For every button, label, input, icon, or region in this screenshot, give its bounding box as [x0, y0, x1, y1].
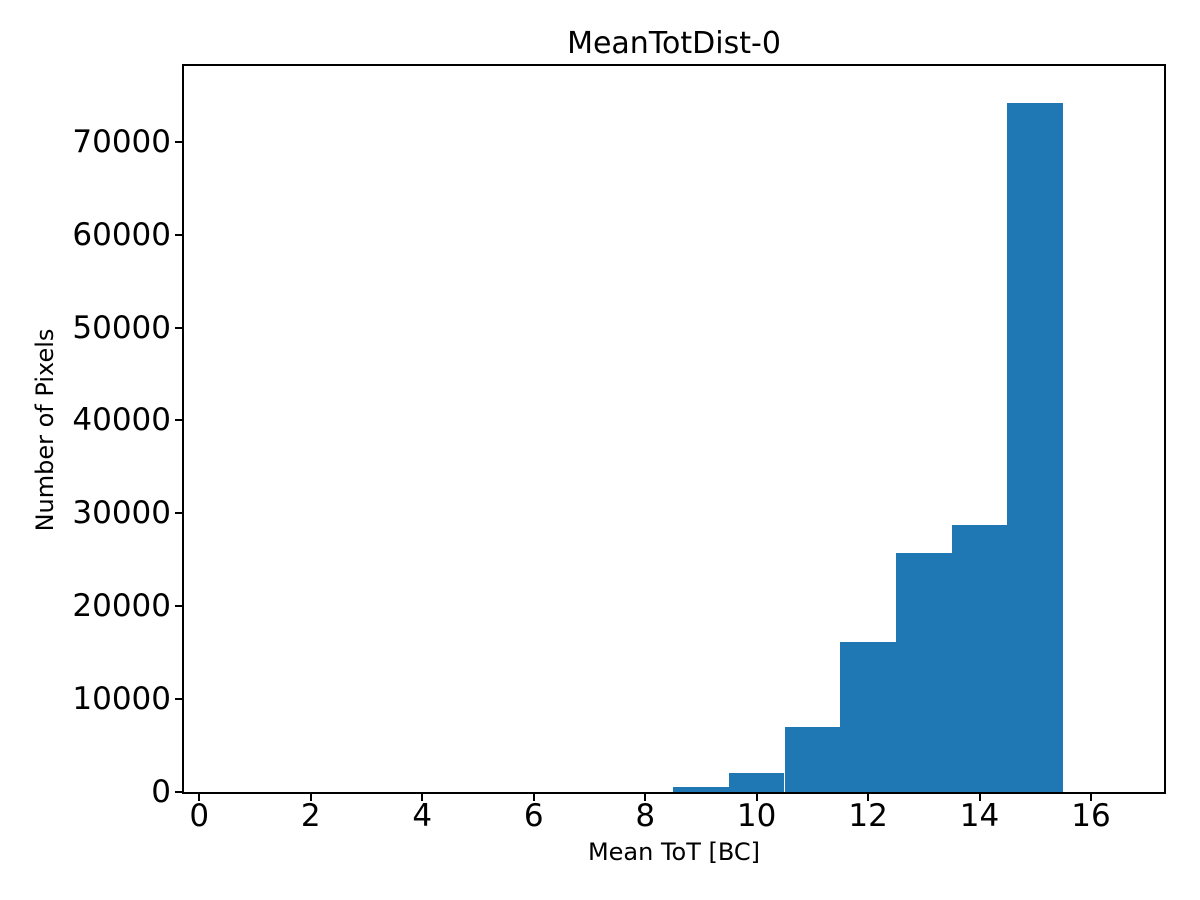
x-tick-mark: [978, 794, 981, 801]
y-tick-mark: [175, 233, 182, 236]
x-tick-mark: [755, 794, 758, 801]
histogram-bar: [1007, 102, 1064, 792]
x-tick-mark: [532, 794, 535, 801]
y-tick-label: 50000: [72, 309, 171, 346]
histogram-bar: [784, 727, 841, 792]
x-tick-label: 8: [635, 798, 656, 834]
x-tick-label: 4: [412, 798, 433, 834]
x-tick-label: 6: [523, 798, 544, 834]
y-tick-label: 10000: [72, 681, 171, 718]
y-tick-label: 20000: [72, 588, 171, 625]
y-tick-mark: [175, 140, 182, 143]
x-tick-mark: [198, 794, 201, 801]
y-tick-label: 40000: [72, 402, 171, 439]
histogram-bar: [840, 641, 896, 792]
y-tick-mark: [175, 419, 182, 422]
histogram-bar: [951, 524, 1008, 792]
y-tick-mark: [175, 512, 182, 515]
y-tick-mark: [175, 791, 182, 793]
x-tick-label: 10: [736, 798, 777, 834]
histogram-bar: [673, 787, 729, 792]
y-tick-label: 30000: [72, 495, 171, 532]
plot-area: [182, 64, 1166, 794]
x-tick-label: 2: [300, 798, 321, 834]
histogram-bar: [728, 773, 785, 792]
x-tick-label: 16: [1071, 798, 1111, 834]
x-tick-label: 14: [959, 798, 1000, 834]
x-tick-mark: [421, 794, 424, 801]
histogram-bar: [895, 553, 952, 792]
x-tick-mark: [867, 794, 870, 801]
y-tick-mark: [175, 698, 182, 701]
x-tick-mark: [644, 794, 647, 801]
y-tick-label: 60000: [72, 216, 171, 253]
x-tick-label: 12: [848, 798, 888, 834]
x-axis-label: Mean ToT [BC]: [587, 838, 761, 866]
y-tick-mark: [175, 605, 182, 608]
y-tick-label: 0: [151, 774, 171, 810]
y-axis-label: Number of Pixels: [31, 328, 59, 532]
y-tick-label: 70000: [72, 123, 171, 160]
x-tick-mark: [309, 794, 312, 801]
x-tick-mark: [1090, 794, 1092, 801]
chart-title: MeanTotDist-0: [567, 26, 781, 61]
y-tick-mark: [175, 326, 182, 329]
x-tick-label: 0: [189, 798, 210, 834]
